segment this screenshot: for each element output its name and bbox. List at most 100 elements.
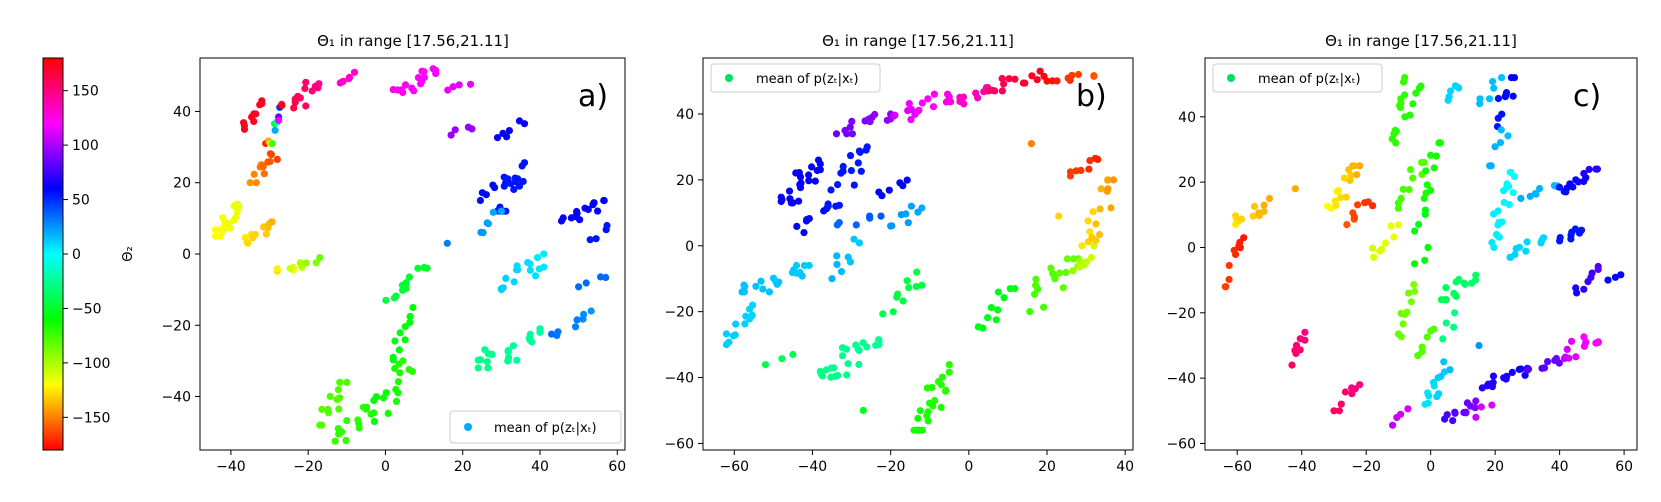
- scatter-point: [885, 186, 893, 194]
- scatter-point: [334, 386, 342, 394]
- scatter-point: [937, 381, 945, 389]
- scatter-point: [1450, 323, 1458, 331]
- scatter-point: [1301, 336, 1309, 344]
- colorbar-tick-label: 100: [72, 138, 99, 154]
- scatter-point: [1059, 284, 1067, 292]
- scatter-point: [1451, 309, 1459, 317]
- scatter-point: [1421, 256, 1429, 264]
- scatter-point: [1083, 258, 1091, 266]
- scatter-point: [844, 360, 852, 368]
- y-tick-label: −60: [1166, 436, 1196, 452]
- scatter-point: [850, 235, 858, 243]
- scatter-point: [833, 260, 841, 268]
- scatter-point: [846, 258, 855, 266]
- scatter-point: [998, 87, 1007, 95]
- scatter-point: [484, 350, 492, 358]
- scatter-point: [592, 235, 600, 243]
- scatter-point: [759, 285, 767, 293]
- scatter-point: [586, 236, 594, 244]
- scatter-point: [818, 372, 827, 380]
- scatter-point: [1240, 234, 1248, 242]
- scatter-point: [855, 346, 863, 355]
- scatter-point: [1381, 239, 1390, 247]
- panel-b-legend: mean of p(zₜ|xₜ): [710, 63, 881, 93]
- scatter-point: [894, 290, 902, 298]
- scatter-point: [1477, 403, 1485, 411]
- scatter-point: [240, 119, 248, 127]
- scatter-point: [839, 162, 847, 171]
- scatter-point: [924, 95, 932, 103]
- scatter-point: [345, 73, 354, 81]
- scatter-point: [1330, 407, 1338, 415]
- scatter-point: [511, 174, 519, 182]
- scatter-point: [1031, 290, 1039, 298]
- scatter-point: [533, 254, 542, 262]
- scatter-point: [267, 151, 275, 159]
- scatter-point: [1097, 185, 1105, 193]
- scatter-point: [250, 110, 258, 118]
- scatter-point: [832, 130, 841, 138]
- scatter-point: [725, 338, 733, 346]
- scatter-point: [1406, 111, 1414, 119]
- scatter-point: [1392, 139, 1400, 147]
- scatter-point: [335, 405, 343, 413]
- scatter-point: [308, 87, 316, 95]
- scatter-point: [482, 191, 490, 199]
- scatter-point: [792, 261, 801, 270]
- scatter-point: [1515, 243, 1523, 251]
- x-tick-label: −20: [1351, 459, 1381, 475]
- scatter-point: [271, 126, 279, 134]
- scatter-point: [505, 354, 513, 362]
- scatter-point: [878, 192, 886, 200]
- scatter-point: [1450, 289, 1458, 297]
- scatter-point: [503, 133, 511, 141]
- scatter-point: [1265, 194, 1274, 203]
- scatter-point: [816, 166, 824, 174]
- scatter-point: [888, 222, 896, 230]
- scatter-point: [1027, 140, 1035, 148]
- scatter-point: [394, 389, 402, 397]
- scatter-point: [211, 232, 220, 240]
- scatter-point: [903, 176, 911, 184]
- scatter-point: [1498, 74, 1506, 82]
- scatter-point: [1454, 83, 1462, 91]
- scatter-point: [1471, 404, 1479, 412]
- scatter-point: [1485, 95, 1494, 103]
- scatter-point: [528, 338, 536, 346]
- panel-c-frame: [1204, 57, 1638, 451]
- scatter-point: [1494, 232, 1502, 240]
- x-tick-label: 0: [1426, 459, 1435, 475]
- scatter-point: [580, 310, 588, 318]
- scatter-point: [988, 86, 996, 94]
- scatter-point: [732, 320, 740, 328]
- scatter-point: [930, 90, 939, 98]
- scatter-point: [770, 274, 778, 282]
- scatter-point: [587, 307, 595, 315]
- scatter-point: [1489, 372, 1498, 380]
- scatter-point: [526, 260, 534, 268]
- scatter-point: [1397, 333, 1405, 341]
- scatter-point: [786, 195, 794, 203]
- scatter-point: [1552, 354, 1560, 363]
- scatter-point: [1291, 185, 1299, 193]
- scatter-point: [833, 252, 841, 260]
- scatter-point: [493, 134, 502, 142]
- scatter-point: [343, 378, 351, 386]
- colorbar: 150 100 50 0 −50 −100 −150 Θ₂: [42, 57, 136, 451]
- scatter-point: [1517, 194, 1525, 202]
- scatter-point: [286, 264, 294, 273]
- scatter-point: [834, 371, 842, 380]
- scatter-point: [1423, 181, 1431, 189]
- scatter-point: [1490, 84, 1498, 92]
- scatter-point: [1069, 255, 1078, 263]
- scatter-point: [318, 421, 326, 429]
- scatter-point: [1497, 126, 1505, 134]
- scatter-point: [1361, 199, 1369, 207]
- scatter-point: [875, 341, 883, 349]
- scatter-point: [1411, 227, 1419, 235]
- scatter-point: [830, 364, 838, 372]
- scatter-point: [211, 226, 220, 234]
- x-tick-label: 20: [1038, 459, 1056, 475]
- x-tick-label: 60: [1615, 459, 1633, 475]
